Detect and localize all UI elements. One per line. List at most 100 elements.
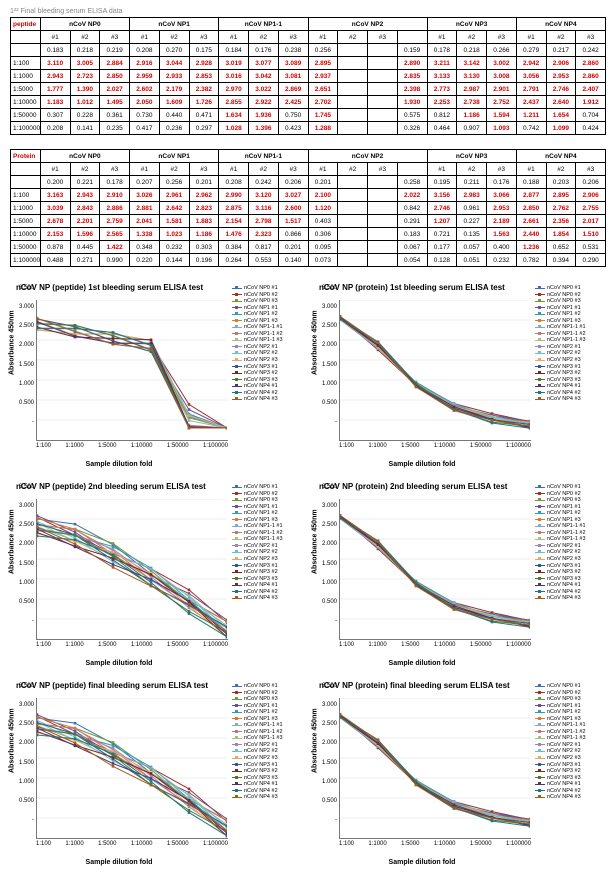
table-cell: 2.752 <box>487 96 517 109</box>
x-tick: 1:5000 <box>401 443 419 449</box>
legend-label: nCoV NP3 #1 <box>244 364 278 370</box>
table-cell: 2.970 <box>219 83 249 96</box>
legend-swatch <box>232 751 242 752</box>
legend-item: nCoV NP3 #1 <box>535 563 595 569</box>
table-cell: 0.175 <box>189 44 219 57</box>
legend-item: nCoV NP1 #2 <box>232 510 292 516</box>
table-cell: 0.445 <box>70 241 100 254</box>
y-tick: 2.500 <box>322 721 337 727</box>
x-tick: 1:100000 <box>203 443 228 449</box>
legend-swatch <box>232 320 242 321</box>
table-cell: 0.208 <box>40 122 70 135</box>
chart-title: nCoV NP (protein) 2nd bleeding serum ELI… <box>313 480 531 495</box>
legend-item: nCoV NP2 #1 <box>232 742 292 748</box>
table-cell: 0.073 <box>308 254 338 267</box>
legend-label: nCoV NP4 #2 <box>244 589 278 595</box>
table-cell: 2.916 <box>130 57 160 70</box>
table-cell: 0.394 <box>546 254 576 267</box>
table-cell: 0.271 <box>70 254 100 267</box>
legend-item: nCoV NP1 #2 <box>232 709 292 715</box>
legend-item: nCoV NP4 #2 <box>535 390 595 396</box>
legend-label: nCoV NP3 #2 <box>244 768 278 774</box>
table-cell: 0.206 <box>278 176 308 189</box>
legend-swatch <box>535 585 545 586</box>
legend-item: nCoV NP1 #2 <box>535 709 595 715</box>
legend-swatch <box>232 539 242 540</box>
y-tick: 1.500 <box>322 760 337 766</box>
x-tick: 1:1000 <box>368 642 386 648</box>
table-cell: 2.860 <box>576 57 606 70</box>
y-tick: 0.500 <box>322 400 337 406</box>
table-cell: 0.183 <box>40 44 70 57</box>
table-cell: 1.183 <box>40 96 70 109</box>
table-cell: 2.153 <box>40 228 70 241</box>
legend-swatch <box>535 386 545 387</box>
legend-swatch <box>232 519 242 520</box>
x-tick: 1:50000 <box>470 642 492 648</box>
group-header: nCoV NP1 <box>130 150 219 163</box>
legend-swatch <box>232 340 242 341</box>
table-cell: 1.396 <box>249 122 279 135</box>
table-cell: 0.232 <box>159 241 189 254</box>
table-cell: 0.424 <box>576 122 606 135</box>
y-tick: 0.500 <box>322 599 337 605</box>
table-cell: 0.208 <box>130 44 160 57</box>
table-cell: 0.196 <box>189 254 219 267</box>
legend-swatch <box>232 712 242 713</box>
table-cell: 2.884 <box>100 57 130 70</box>
legend-label: nCoV NP2 #1 <box>547 344 581 350</box>
table-cell <box>368 96 398 109</box>
x-tick: 1:100 <box>36 841 51 847</box>
legend-swatch <box>232 545 242 546</box>
legend-item: nCoV NP3 #3 <box>232 775 292 781</box>
y-tick: 0.500 <box>19 599 34 605</box>
legend-label: nCoV NP1 #1 <box>547 703 581 709</box>
sub-header: #1 <box>427 31 457 44</box>
table-cell: 2.962 <box>189 189 219 202</box>
table-cell: 0.135 <box>457 228 487 241</box>
legend-label: nCoV NP3 #3 <box>244 377 278 383</box>
legend-swatch <box>232 686 242 687</box>
legend-label: nCoV NP1 #1 <box>547 305 581 311</box>
legend-swatch <box>232 559 242 560</box>
table-cell: 3.089 <box>278 57 308 70</box>
table-cell: 1.236 <box>516 241 546 254</box>
legend-label: nCoV NP0 #2 <box>547 491 581 497</box>
legend-swatch <box>535 532 545 533</box>
chart-legend: nCoV NP0 #1nCoV NP0 #2nCoV NP0 #3nCoV NP… <box>531 281 595 403</box>
legend-item: nCoV NP1-1 #1 <box>535 523 595 529</box>
chart-row: nCoV NP (peptide) final bleeding serum E… <box>10 679 606 866</box>
table-cell: 2.602 <box>130 83 160 96</box>
table-cell: 1.654 <box>546 109 576 122</box>
table-cell <box>338 83 368 96</box>
sub-header: #2 <box>249 163 279 176</box>
legend-item: nCoV NP0 #2 <box>232 690 292 696</box>
sub-header: #3 <box>278 163 308 176</box>
table-cell: 0.159 <box>397 44 427 57</box>
legend-item: nCoV NP4 #1 <box>232 582 292 588</box>
table-cell: 0.704 <box>576 109 606 122</box>
table-cell: 2.928 <box>189 57 219 70</box>
legend-swatch <box>535 751 545 752</box>
table-cell: 0.242 <box>576 44 606 57</box>
legend-swatch <box>232 725 242 726</box>
table-cell: 2.860 <box>576 70 606 83</box>
chart-plot <box>36 499 228 640</box>
y-tick: 3.500 <box>19 285 34 291</box>
legend-item: nCoV NP3 #1 <box>535 762 595 768</box>
table-cell: 2.855 <box>219 96 249 109</box>
sub-header: #2 <box>457 31 487 44</box>
table-cell: 0.256 <box>159 176 189 189</box>
legend-label: nCoV NP1 #1 <box>244 504 278 510</box>
legend-item: nCoV NP2 #3 <box>232 357 292 363</box>
y-tick: 3.500 <box>19 484 34 490</box>
table-cell: 0.279 <box>516 44 546 57</box>
legend-label: nCoV NP2 #3 <box>547 755 581 761</box>
table-cell: 1.207 <box>427 215 457 228</box>
legend-label: nCoV NP2 #2 <box>547 748 581 754</box>
y-tick: - <box>335 817 337 823</box>
legend-label: nCoV NP0 #2 <box>244 690 278 696</box>
table-cell <box>338 189 368 202</box>
legend-item: nCoV NP1 #2 <box>535 510 595 516</box>
legend-item: nCoV NP4 #3 <box>232 794 292 800</box>
